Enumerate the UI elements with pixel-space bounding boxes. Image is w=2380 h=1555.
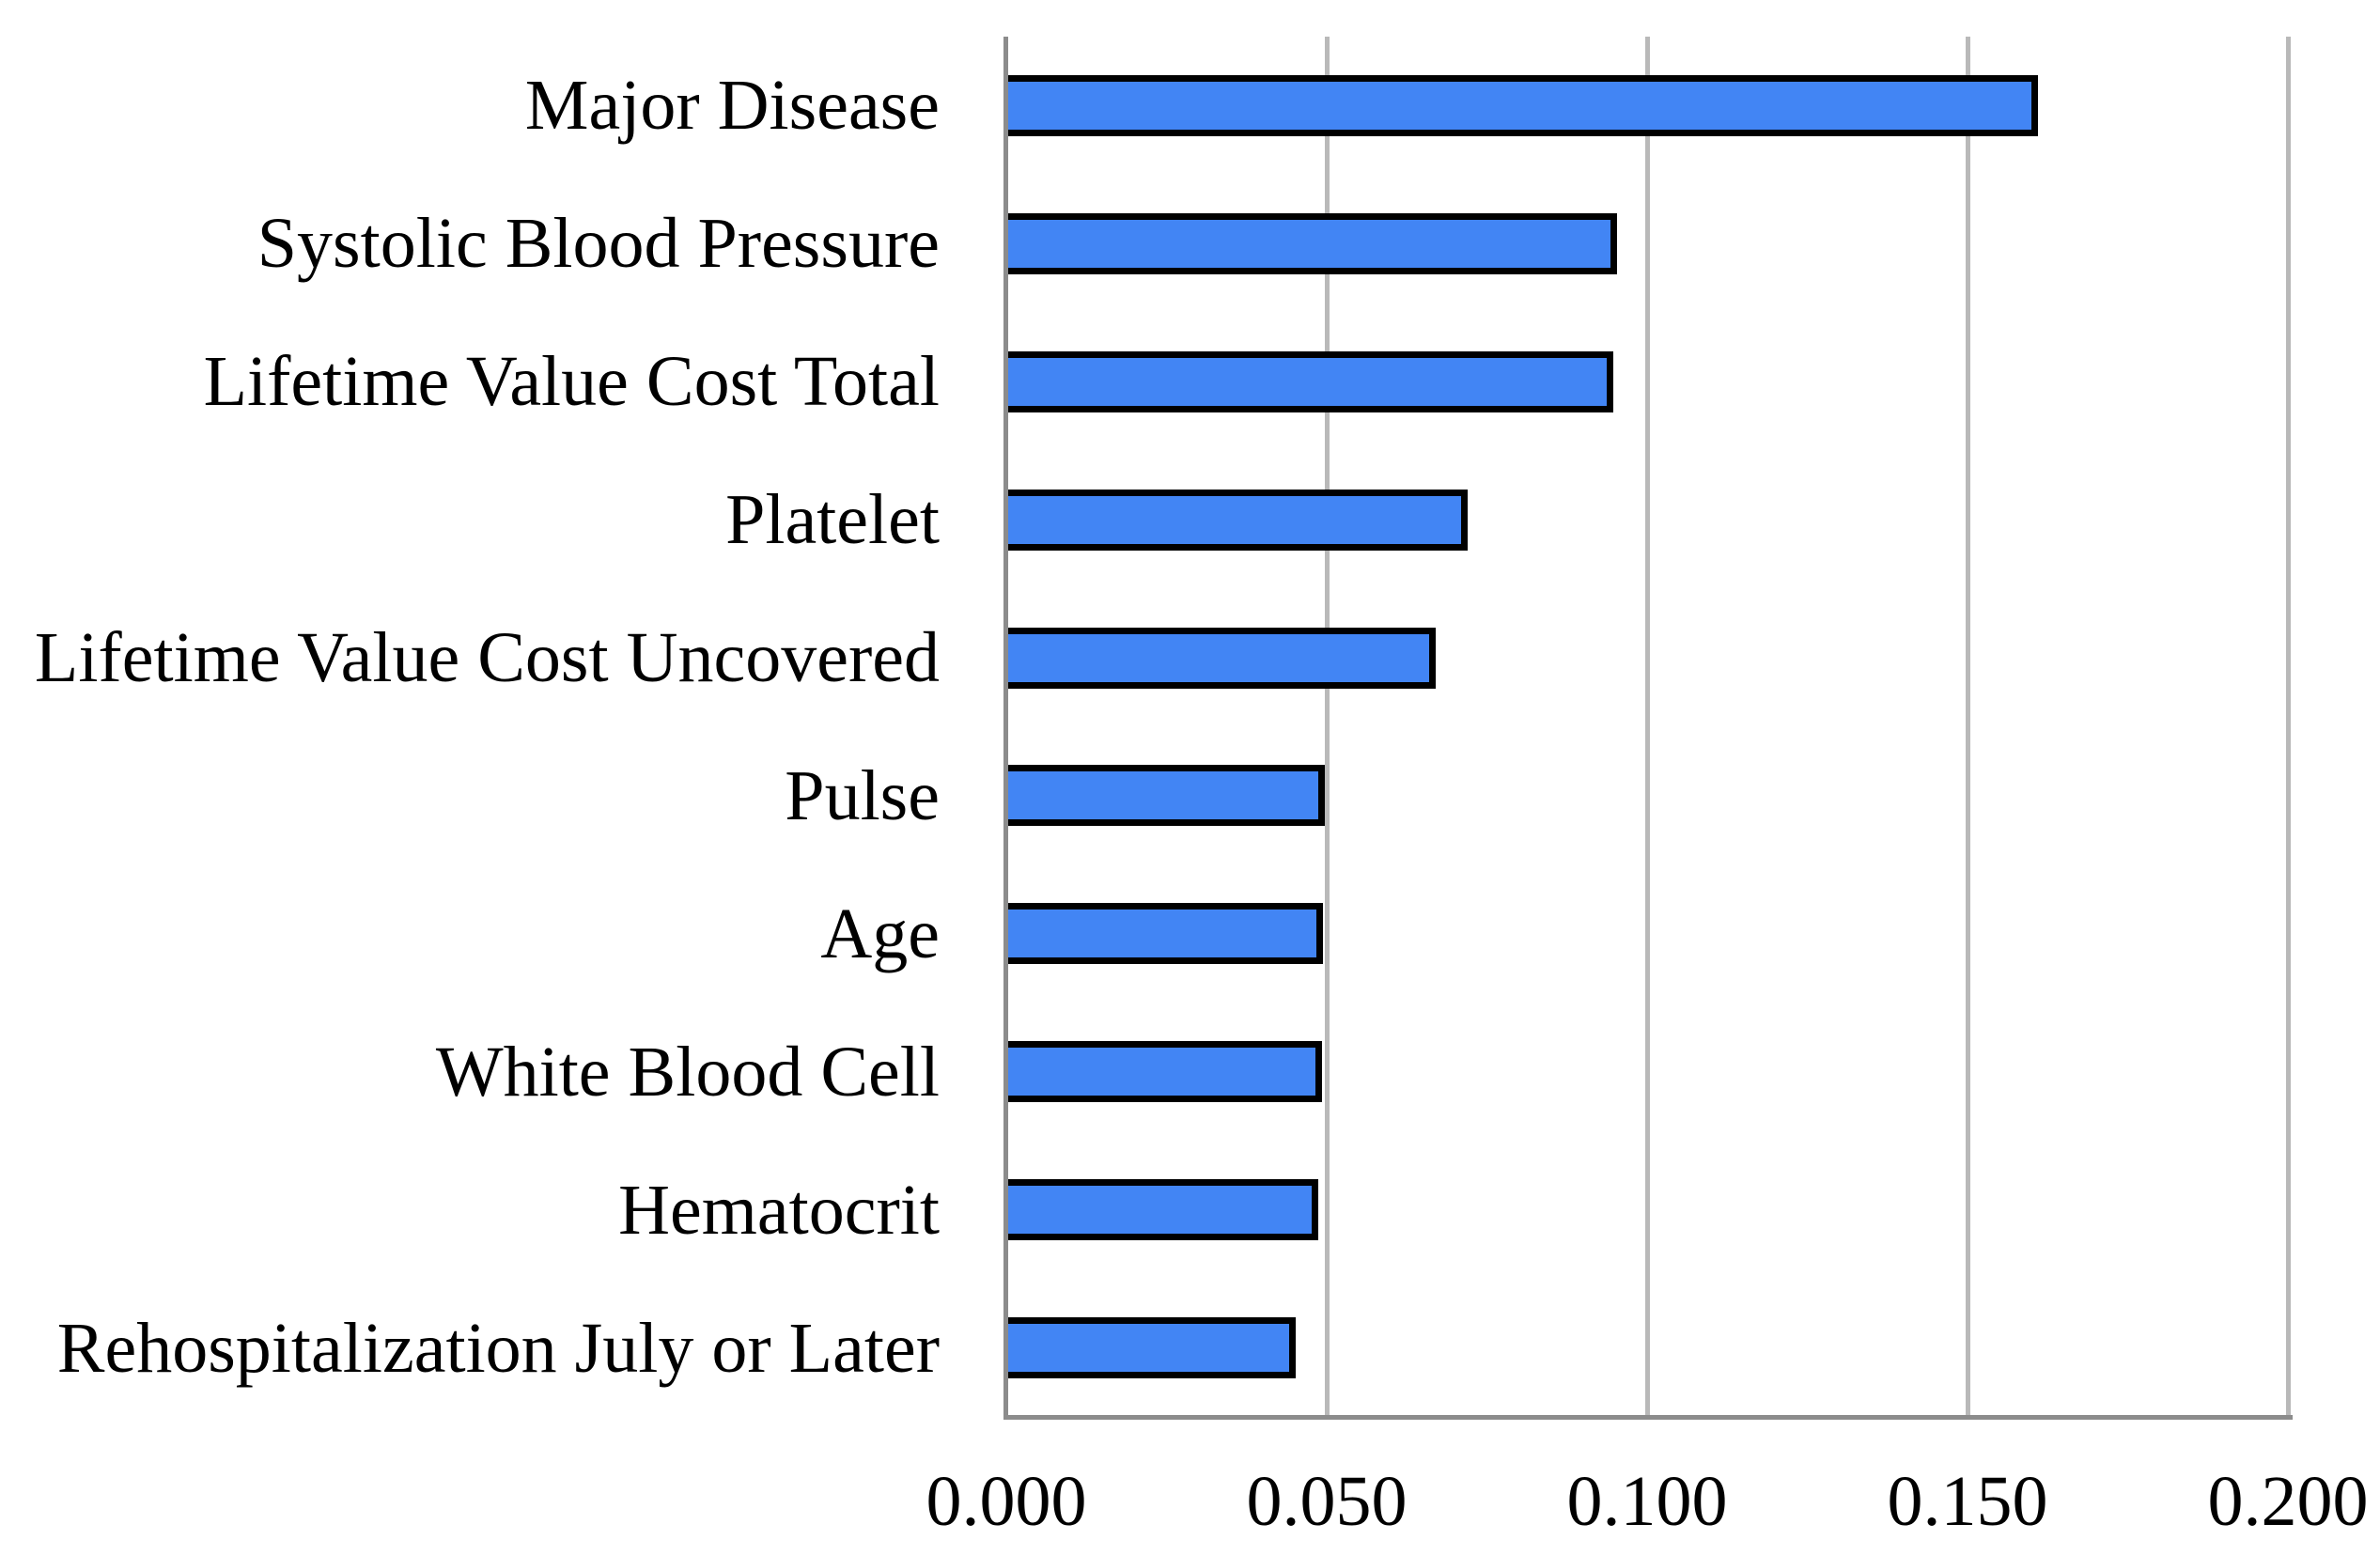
bar bbox=[1006, 74, 2039, 136]
bar bbox=[1006, 903, 1323, 965]
bar bbox=[1006, 1317, 1297, 1379]
bar bbox=[1006, 489, 1469, 551]
y-axis-line bbox=[1003, 37, 1008, 1419]
x-tick-label: 0.150 bbox=[1887, 1462, 2048, 1541]
x-tick-label: 0.000 bbox=[926, 1462, 1087, 1541]
bar bbox=[1006, 212, 1617, 274]
category-label: Hematocrit bbox=[618, 1170, 940, 1250]
bar bbox=[1006, 350, 1613, 412]
gridline bbox=[1965, 37, 1970, 1417]
gridline bbox=[1644, 37, 1650, 1417]
category-label: Lifetime Value Cost Total bbox=[203, 342, 940, 422]
category-label: Systolic Blood Pressure bbox=[257, 204, 940, 284]
x-tick-label: 0.100 bbox=[1566, 1462, 1728, 1541]
bar bbox=[1006, 1179, 1319, 1241]
bar bbox=[1006, 1041, 1323, 1103]
category-label: Platelet bbox=[725, 480, 940, 560]
category-label: Pulse bbox=[785, 755, 940, 835]
category-label: Age bbox=[820, 894, 940, 973]
x-axis-line bbox=[1003, 1415, 2293, 1420]
x-tick-label: 0.200 bbox=[2207, 1462, 2369, 1541]
x-tick-label: 0.050 bbox=[1246, 1462, 1408, 1541]
category-label: Major Disease bbox=[524, 66, 940, 146]
gridline bbox=[1324, 37, 1330, 1417]
category-label: Lifetime Value Cost Uncovered bbox=[34, 618, 940, 698]
gridline bbox=[2285, 37, 2291, 1417]
category-label: Rehospitalization July or Later bbox=[56, 1308, 940, 1388]
bar bbox=[1006, 627, 1436, 689]
bar bbox=[1006, 765, 1325, 827]
category-label: White Blood Cell bbox=[435, 1032, 940, 1112]
